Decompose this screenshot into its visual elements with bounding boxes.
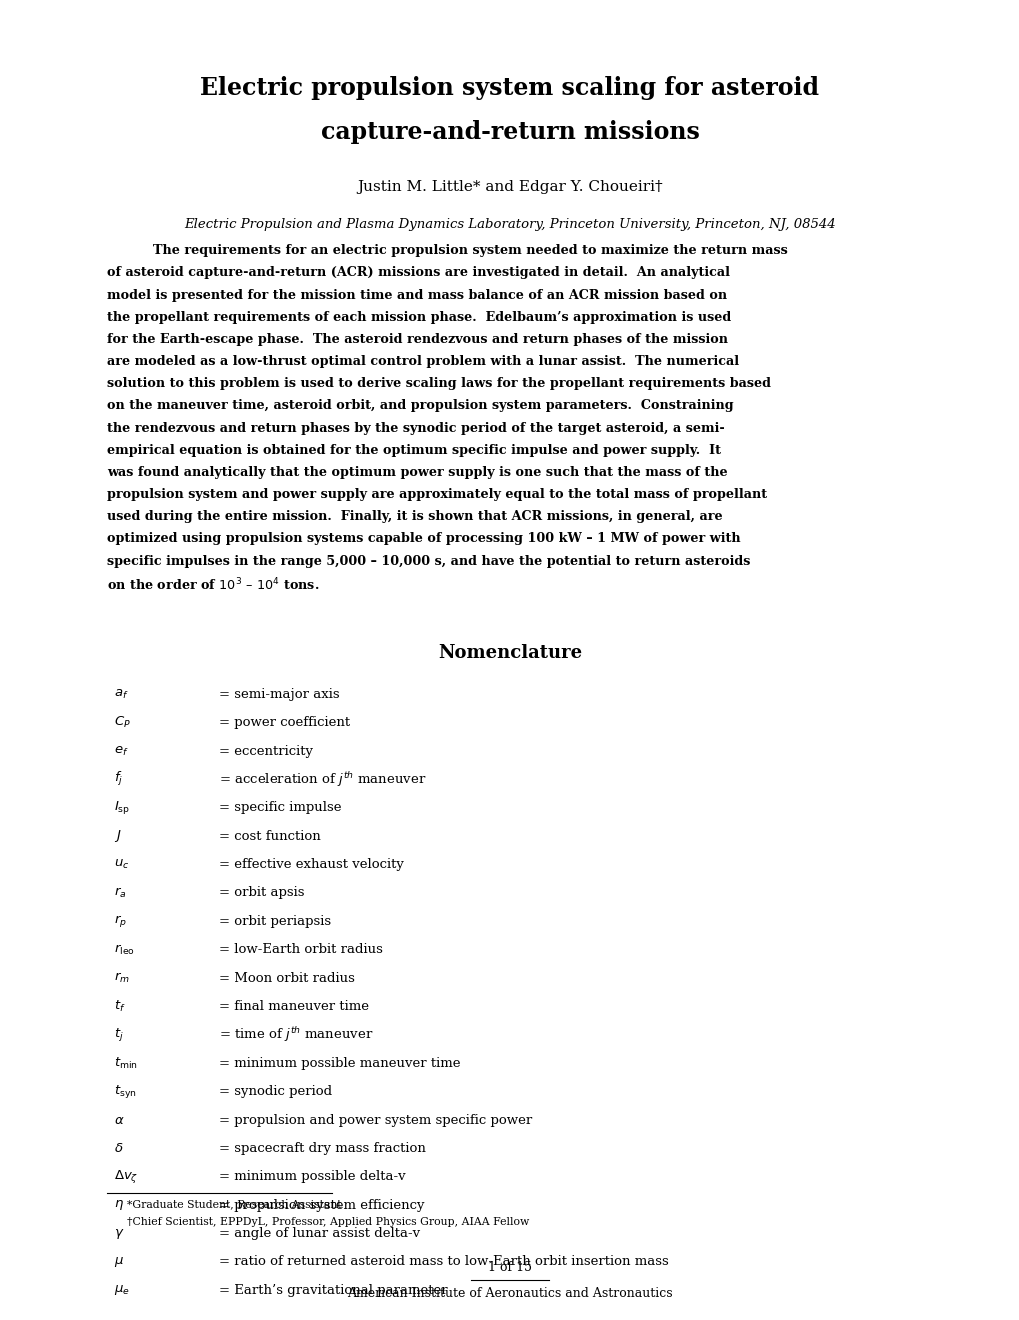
Text: = ratio of returned asteroid mass to low-Earth orbit insertion mass: = ratio of returned asteroid mass to low… xyxy=(219,1255,668,1269)
Text: = angle of lunar assist delta-v: = angle of lunar assist delta-v xyxy=(219,1228,420,1239)
Text: = orbit apsis: = orbit apsis xyxy=(219,887,305,899)
Text: $t_j$: $t_j$ xyxy=(114,1027,124,1043)
Text: $J$: $J$ xyxy=(114,828,122,845)
Text: The requirements for an electric propulsion system needed to maximize the return: The requirements for an electric propuls… xyxy=(153,244,787,257)
Text: empirical equation is obtained for the optimum specific impulse and power supply: empirical equation is obtained for the o… xyxy=(107,444,720,457)
Text: solution to this problem is used to derive scaling laws for the propellant requi: solution to this problem is used to deri… xyxy=(107,378,770,391)
Text: on the maneuver time, asteroid orbit, and propulsion system parameters.  Constra: on the maneuver time, asteroid orbit, an… xyxy=(107,400,733,412)
Text: = propulsion and power system specific power: = propulsion and power system specific p… xyxy=(219,1114,532,1126)
Text: $\eta$: $\eta$ xyxy=(114,1199,124,1212)
Text: Electric Propulsion and Plasma Dynamics Laboratory, Princeton University, Prince: Electric Propulsion and Plasma Dynamics … xyxy=(184,218,835,231)
Text: $r_p$: $r_p$ xyxy=(114,913,127,929)
Text: the rendezvous and return phases by the synodic period of the target asteroid, a: the rendezvous and return phases by the … xyxy=(107,421,725,434)
Text: = Moon orbit radius: = Moon orbit radius xyxy=(219,972,355,985)
Text: $r_m$: $r_m$ xyxy=(114,972,130,985)
Text: = specific impulse: = specific impulse xyxy=(219,801,341,814)
Text: = Earth’s gravitational parameter: = Earth’s gravitational parameter xyxy=(219,1284,447,1296)
Text: = cost function: = cost function xyxy=(219,830,321,842)
Text: Nomenclature: Nomenclature xyxy=(437,644,582,663)
Text: $I_{\mathrm{sp}}$: $I_{\mathrm{sp}}$ xyxy=(114,800,130,816)
Text: $C_P$: $C_P$ xyxy=(114,715,130,730)
Text: $f_j$: $f_j$ xyxy=(114,771,123,788)
Text: = final maneuver time: = final maneuver time xyxy=(219,1001,369,1012)
Text: 1 of 15: 1 of 15 xyxy=(487,1261,532,1274)
Text: = synodic period: = synodic period xyxy=(219,1085,332,1098)
Text: $r_a$: $r_a$ xyxy=(114,886,126,900)
Text: was found analytically that the optimum power supply is one such that the mass o: was found analytically that the optimum … xyxy=(107,466,727,479)
Text: †Chief Scientist, EPPDyL, Professor, Applied Physics Group, AIAA Fellow: †Chief Scientist, EPPDyL, Professor, App… xyxy=(127,1217,529,1228)
Text: used during the entire mission.  Finally, it is shown that ACR missions, in gene: used during the entire mission. Finally,… xyxy=(107,511,722,523)
Text: *Graduate Student, Research Assistant: *Graduate Student, Research Assistant xyxy=(127,1199,341,1209)
Text: $\delta$: $\delta$ xyxy=(114,1142,123,1155)
Text: $r_{\mathrm{leo}}$: $r_{\mathrm{leo}}$ xyxy=(114,942,135,957)
Text: = minimum possible maneuver time: = minimum possible maneuver time xyxy=(219,1057,461,1069)
Text: $t_{\mathrm{syn}}$: $t_{\mathrm{syn}}$ xyxy=(114,1084,137,1100)
Text: $\mu$: $\mu$ xyxy=(114,1255,124,1269)
Text: American Institute of Aeronautics and Astronautics: American Institute of Aeronautics and As… xyxy=(346,1287,673,1300)
Text: = semi-major axis: = semi-major axis xyxy=(219,688,339,701)
Text: Electric propulsion system scaling for asteroid: Electric propulsion system scaling for a… xyxy=(201,77,818,100)
Text: are modeled as a low-thrust optimal control problem with a lunar assist.  The nu: are modeled as a low-thrust optimal cont… xyxy=(107,355,739,368)
Text: of asteroid capture-and-return (ACR) missions are investigated in detail.  An an: of asteroid capture-and-return (ACR) mis… xyxy=(107,267,730,280)
Text: $\alpha$: $\alpha$ xyxy=(114,1114,124,1126)
Text: for the Earth-escape phase.  The asteroid rendezvous and return phases of the mi: for the Earth-escape phase. The asteroid… xyxy=(107,333,728,346)
Text: = effective exhaust velocity: = effective exhaust velocity xyxy=(219,858,404,871)
Text: = minimum possible delta-v: = minimum possible delta-v xyxy=(219,1171,406,1183)
Text: specific impulses in the range 5,000 – 10,000 s, and have the potential to retur: specific impulses in the range 5,000 – 1… xyxy=(107,554,750,568)
Text: optimized using propulsion systems capable of processing 100 kW – 1 MW of power : optimized using propulsion systems capab… xyxy=(107,532,740,545)
Text: = spacecraft dry mass fraction: = spacecraft dry mass fraction xyxy=(219,1142,426,1155)
Text: $\Delta v_{\zeta}$: $\Delta v_{\zeta}$ xyxy=(114,1168,139,1185)
Text: = propulsion system efficiency: = propulsion system efficiency xyxy=(219,1199,424,1212)
Text: = time of $j^{th}$ maneuver: = time of $j^{th}$ maneuver xyxy=(219,1026,373,1044)
Text: on the order of $10^3$ – $10^4$ tons.: on the order of $10^3$ – $10^4$ tons. xyxy=(107,577,319,594)
Text: model is presented for the mission time and mass balance of an ACR mission based: model is presented for the mission time … xyxy=(107,289,727,301)
Text: $\gamma$: $\gamma$ xyxy=(114,1226,124,1241)
Text: $u_c$: $u_c$ xyxy=(114,858,129,871)
Text: propulsion system and power supply are approximately equal to the total mass of : propulsion system and power supply are a… xyxy=(107,488,766,502)
Text: = orbit periapsis: = orbit periapsis xyxy=(219,915,331,928)
Text: = acceleration of $j^{th}$ maneuver: = acceleration of $j^{th}$ maneuver xyxy=(219,770,426,789)
Text: $a_f$: $a_f$ xyxy=(114,688,128,701)
Text: the propellant requirements of each mission phase.  Edelbaum’s approximation is : the propellant requirements of each miss… xyxy=(107,310,731,323)
Text: = eccentricity: = eccentricity xyxy=(219,744,313,758)
Text: Justin M. Little* and Edgar Y. Choueiri†: Justin M. Little* and Edgar Y. Choueiri† xyxy=(357,181,662,194)
Text: $\mu_e$: $\mu_e$ xyxy=(114,1283,130,1298)
Text: $t_f$: $t_f$ xyxy=(114,999,125,1014)
Text: capture-and-return missions: capture-and-return missions xyxy=(320,120,699,144)
Text: = power coefficient: = power coefficient xyxy=(219,717,351,729)
Text: $t_{\mathrm{min}}$: $t_{\mathrm{min}}$ xyxy=(114,1056,138,1071)
Text: $e_f$: $e_f$ xyxy=(114,744,128,758)
Text: = low-Earth orbit radius: = low-Earth orbit radius xyxy=(219,944,383,956)
